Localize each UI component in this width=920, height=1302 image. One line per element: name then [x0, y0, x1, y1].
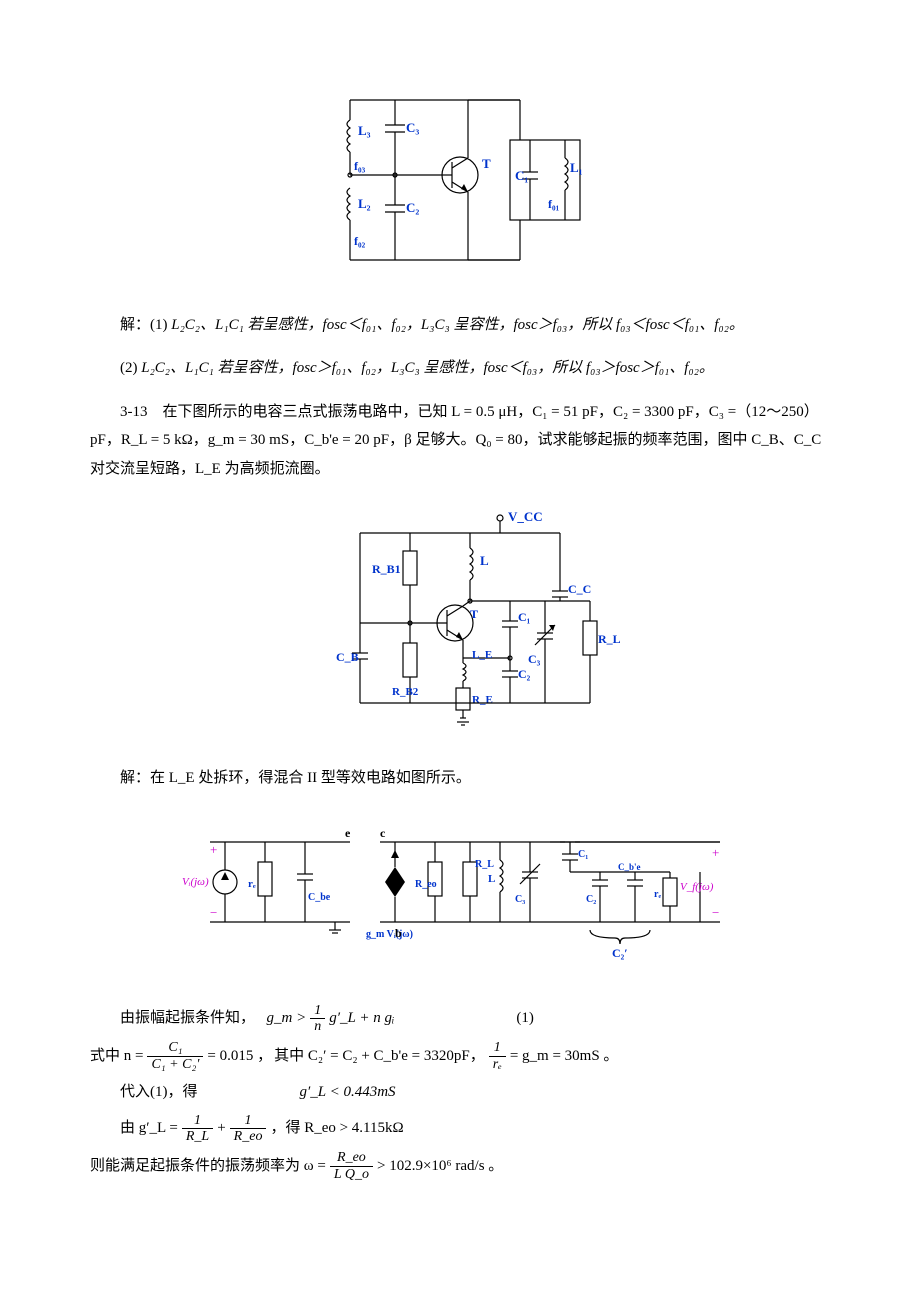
fig2-rb2: R_B2 [392, 686, 419, 698]
eq-c2p: 其中 C₂′ = C₂ + C_b'e = 3320pF， [274, 1042, 485, 1071]
fig3-Cbe2: C_b'e [618, 862, 641, 872]
fig3-C1: C₁ [578, 849, 588, 860]
eq-gLngi: g′_L + n gᵢ [329, 1004, 394, 1033]
fig1-T: T [482, 156, 491, 171]
fig2-vcc: V_CC [508, 509, 543, 524]
eq-plus: + [217, 1114, 225, 1143]
eq-n-val: = 0.015 ， [207, 1042, 272, 1071]
eq-frac-n: C₁ C₁ + C₂′ [147, 1040, 203, 1072]
fig2-RE: R_E [472, 694, 493, 706]
eq-re-val: = g_m = 30mS 。 [510, 1042, 619, 1071]
eq-amplitude-condition: 由振幅起振条件知， g_m > 1 n g′_L + n gᵢ (1) [120, 1003, 830, 1035]
fig2-C2: C₂ [518, 667, 531, 681]
fig2-C1: C₁ [518, 610, 531, 624]
fig1-f01: f₀₁ [548, 197, 560, 211]
fig3-e: e [345, 826, 351, 840]
fig2-RL: R_L [598, 632, 620, 646]
figure-3: Vᵢ(jω) + − rₑ C_be e g_m Vᵢ(jω) c b R_eo… [90, 812, 830, 983]
q313-text: 在下图所示的电容三点式振荡电路中，已知 L = 0.5 μH，C₁ = 51 p… [90, 404, 821, 477]
sol1-body: L₂C₂、L₁C₁ 若呈感性，fosc＜f₀₁、f₀₂，L₃C₃ 呈容性，fos… [171, 317, 744, 333]
fig2-C3: C₃ [528, 652, 541, 666]
fig1-L3: L₃ [358, 123, 371, 138]
fig2-T: T [470, 607, 478, 621]
fig3-Vf: V_f(jω) [680, 881, 714, 893]
sol2-body: L₂C₂、L₁C₁ 若呈容性，fosc＞f₀₁、f₀₂，L₃C₃ 呈感性，fos… [141, 360, 714, 376]
fig3-minus1: − [210, 905, 217, 920]
eq-gm: g_m > [267, 1004, 307, 1033]
fig2-CB: C_B [336, 650, 359, 664]
fig3-plus2: + [712, 845, 719, 860]
eq-num-1: (1) [516, 1004, 534, 1033]
eq-n-text: 式中 n = [90, 1042, 143, 1071]
fig1-L2: L₂ [358, 196, 371, 211]
eq-frac-gL1: 1 R_L [182, 1113, 213, 1145]
eq-final-text: 则能满足起振条件的振荡频率为 ω = [90, 1152, 326, 1181]
fig3-Vi: Vᵢ(jω) [182, 876, 209, 888]
fig3-gmVi: g_m Vᵢ(jω) [366, 929, 413, 940]
fig3-plus1: + [210, 842, 217, 857]
fig3-C2: C₂ [586, 894, 596, 905]
fig3-minus2: − [712, 905, 719, 920]
fig2-CC: C_C [568, 582, 591, 596]
eq-gL: 由 g′_L = 1 R_L + 1 R_eo ，得 R_eo > 4.115k… [120, 1113, 830, 1145]
fig1-f03: f₀₃ [354, 159, 366, 173]
fig3-Reo: R_eo [415, 879, 437, 890]
eq-amp-text: 由振幅起振条件知， [120, 1004, 255, 1033]
eq-gL-lt: g′_L < 0.443mS [300, 1078, 396, 1107]
eq-n: 式中 n = C₁ C₁ + C₂′ = 0.015 ， 其中 C₂′ = C₂… [90, 1040, 830, 1072]
solution-1: 解：(1) L₂C₂、L₁C₁ 若呈感性，fosc＜f₀₁、f₀₂，L₃C₃ 呈… [90, 311, 830, 340]
fig1-f02: f₀₂ [354, 234, 366, 248]
eq-sub1-text: 代入(1)，得 [120, 1078, 198, 1107]
fig1-C2: C₂ [406, 200, 419, 215]
fig1-C3: C₃ [406, 120, 419, 135]
eq-final: 则能满足起振条件的振荡频率为 ω = R_eo L Q_o > 102.9×10… [90, 1150, 830, 1182]
fig3-re: rₑ [248, 878, 256, 890]
eq-sub1: 代入(1)，得 g′_L < 0.443mS [120, 1078, 830, 1107]
fig2-LE: L_E [472, 649, 492, 661]
fig3-C3: C₃ [515, 894, 525, 905]
fig3-c: c [380, 826, 386, 840]
sol1-head: 解：(1) [120, 317, 171, 333]
question-3-13: 3-13 在下图所示的电容三点式振荡电路中，已知 L = 0.5 μH，C₁ =… [90, 398, 830, 484]
fig3-RL: R_L [475, 859, 494, 870]
eq-frac-omega: R_eo L Q_o [330, 1150, 373, 1182]
sol2-head: (2) [120, 360, 141, 376]
figure-1: L₃ C₃ f₀₃ L₂ C₂ f₀₂ T C₁ L₁ f₀₁ [90, 80, 830, 291]
fig3-Cbe: C_be [308, 892, 331, 903]
figure-2: V_CC R_B1 L T C₁ C_C R_L C₃ C₂ [90, 503, 830, 744]
eq-by-gL: 由 g′_L = [120, 1114, 178, 1143]
eq-frac-gL2: 1 R_eo [230, 1113, 267, 1145]
eq-frac-re: 1 rₑ [489, 1040, 506, 1072]
fig3-re2: rₑ [654, 889, 661, 900]
eq-get-Reo: ，得 R_eo > 4.115kΩ [270, 1114, 403, 1143]
fig2-rb1: R_B1 [372, 562, 401, 576]
fig3-L: L [488, 873, 495, 885]
fig1-L1: L₁ [570, 160, 583, 175]
fig2-L: L [480, 553, 489, 568]
solution-3: 解：在 L_E 处拆环，得混合 II 型等效电路如图所示。 [90, 764, 830, 793]
fig1-C1: C₁ [515, 168, 528, 183]
q313-num: 3-13 [120, 404, 148, 420]
eq-frac-1n: 1 n [310, 1003, 325, 1035]
eq-final-val: > 102.9×10⁶ rad/s 。 [377, 1152, 503, 1181]
fig3-b: b [395, 926, 402, 940]
solution-2: (2) L₂C₂、L₁C₁ 若呈容性，fosc＞f₀₁、f₀₂，L₃C₃ 呈感性… [90, 354, 830, 383]
fig3-C2p: C₂′ [612, 946, 628, 960]
